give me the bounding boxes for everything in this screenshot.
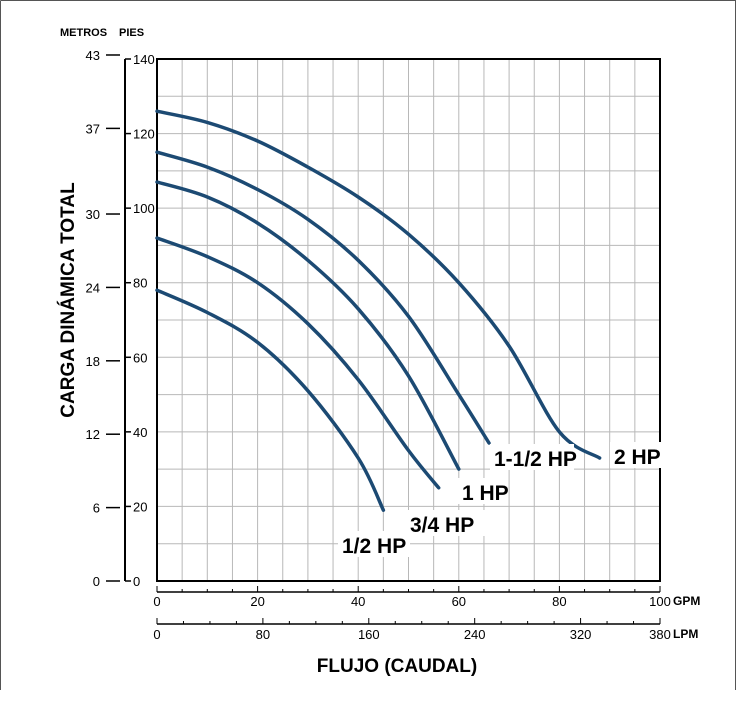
curve-labels: 1/2 HP3/4 HP 1 HP 1-1/2 HP 2 HP [338,442,666,558]
x-tick-label-gpm: 80 [552,594,566,609]
y-tick-label-meters: 18 [86,354,100,369]
curve-label-bg [610,442,666,468]
curve-line-3 [155,150,491,445]
y-tick-label-meters: 43 [86,48,100,63]
y-tick-label-feet: 100 [133,201,155,216]
curve-label: 2 HP [614,446,661,469]
y-tick-label-feet: 120 [133,127,155,142]
x-tick-label-gpm: 60 [452,594,466,609]
axes: 0 20 40 60 80 100 120 140 0 6 12 18 24 30 37 43 0 20 40 60 8… [86,48,671,642]
feet-header: PIES [119,27,144,39]
y-tick-label-meters: 12 [86,427,100,442]
x-tick-label-gpm: 20 [250,594,264,609]
x-tick-label-lpm: 380 [649,627,671,642]
curve-label-bg [490,444,574,470]
y-tick-label-feet: 0 [133,574,140,589]
y-tick-label-meters: 37 [86,121,100,136]
curve-label: 1/2 HP [342,535,406,558]
curve-line-0 [155,288,386,512]
y-tick-label-feet: 60 [133,350,147,365]
x-tick-label-lpm: 160 [358,627,380,642]
curve-label-bg [338,531,410,557]
x-unit-gpm: GPM [673,594,700,608]
grid [157,59,660,581]
y-axis-title: CARGA DINÁMICA TOTAL [57,182,79,418]
curve-label: 1 HP [462,482,509,505]
y-tick-label-feet: 140 [133,52,155,67]
curve-line-1 [155,236,441,490]
x-tick-label-lpm: 80 [256,627,270,642]
y-tick-label-feet: 80 [133,276,147,291]
x-tick-label-lpm: 0 [153,627,160,642]
curve-label-bg [458,478,508,504]
y-tick-label-feet: 40 [133,425,147,440]
curve-label: 1-1/2 HP [494,448,577,471]
y-tick-label-meters: 30 [86,207,100,222]
x-unit-lpm: LPM [673,627,698,641]
x-axis-title: FLUJO (CAUDAL) [317,656,477,677]
x-tick-label-gpm: 40 [351,594,365,609]
meters-header: METROS [60,27,107,39]
y-tick-label-meters: 24 [86,280,100,295]
x-tick-label-gpm: 0 [153,594,160,609]
plot-frame [156,58,661,582]
x-tick-label-lpm: 240 [464,627,486,642]
y-tick-label-feet: 20 [133,499,147,514]
x-tick-label-lpm: 320 [570,627,592,642]
curve-label-bg [406,510,486,536]
curves [155,109,602,512]
x-tick-label-gpm: 100 [649,594,671,609]
curve-label: 3/4 HP [410,514,474,537]
curve-line-4 [155,109,602,460]
y-tick-label-meters: 6 [93,501,100,516]
y-tick-label-meters: 0 [93,574,100,589]
page-border [0,0,736,690]
curve-line-2 [155,180,461,471]
